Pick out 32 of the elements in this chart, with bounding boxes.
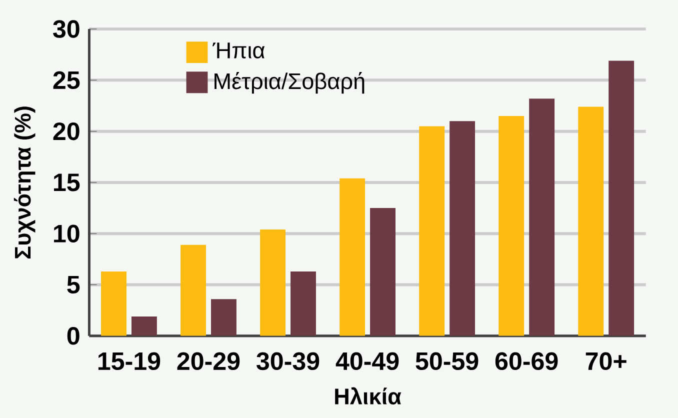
bar (529, 98, 555, 336)
bar (578, 106, 604, 336)
bar (419, 126, 445, 336)
bar (450, 121, 476, 336)
x-tick-label: 60-69 (495, 352, 558, 370)
y-tick-label: 25 (53, 71, 80, 90)
bar (260, 230, 286, 336)
bar (498, 116, 524, 336)
y-tick-label: 30 (53, 20, 80, 38)
x-tick-label: 70+ (586, 352, 626, 370)
x-tick-label: 20-29 (177, 352, 240, 370)
legend-label: Ήπια (212, 42, 265, 58)
y-tick-label: 5 (67, 276, 80, 294)
y-axis-title: Συχνότητα (%) (14, 106, 36, 258)
x-tick-label: 15-19 (98, 352, 160, 370)
bar (131, 316, 157, 336)
bar (370, 208, 396, 336)
bar (290, 271, 316, 336)
legend-label: Μέτρια/Σοβαρή (214, 72, 364, 94)
x-tick-label: 50-59 (416, 352, 478, 370)
x-axis-title: Ηλικία (335, 387, 402, 404)
y-tick-label: 20 (53, 122, 80, 140)
y-tick-label: 10 (54, 224, 80, 242)
bar (101, 271, 126, 336)
bar (340, 178, 366, 336)
y-tick-label: 0 (67, 327, 80, 345)
x-tick-label: 40-49 (336, 352, 399, 370)
bar (608, 60, 634, 336)
bar (211, 299, 236, 336)
bar (180, 244, 206, 336)
y-tick-label: 15 (54, 174, 80, 192)
x-tick-label: 30-39 (256, 352, 320, 370)
